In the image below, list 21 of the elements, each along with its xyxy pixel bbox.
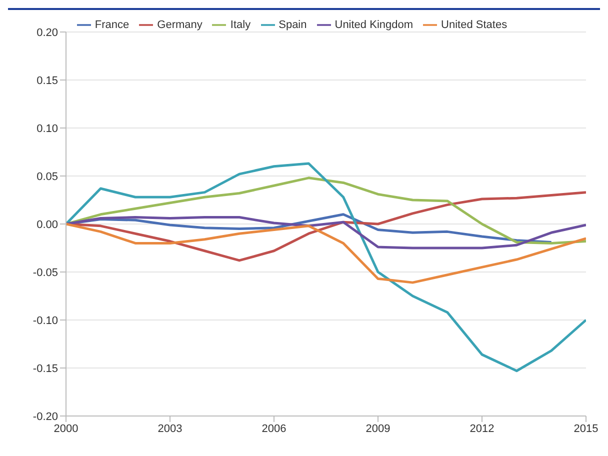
legend-label: Germany <box>157 18 202 31</box>
y-tick-label: 0.00 <box>36 218 58 231</box>
x-tick-label: 2000 <box>54 422 78 435</box>
legend-label: United Kingdom <box>334 18 414 31</box>
x-tick-label: 2012 <box>470 422 494 435</box>
y-tick-label: -0.15 <box>32 362 58 375</box>
legend-label: Spain <box>278 18 307 31</box>
x-tick-label: 2006 <box>262 422 286 435</box>
y-tick-label: -0.05 <box>32 266 58 279</box>
x-tick-label: 2009 <box>366 422 390 435</box>
y-tick-label: -0.10 <box>32 314 58 327</box>
y-tick-label: 0.10 <box>36 122 58 135</box>
x-tick-label: 2003 <box>158 422 182 435</box>
x-tick-label: 2015 <box>574 422 598 435</box>
legend-label: United States <box>441 18 508 31</box>
y-tick-label: -0.20 <box>32 410 58 423</box>
y-tick-label: 0.20 <box>36 26 58 39</box>
legend-label: Italy <box>230 18 251 31</box>
y-tick-label: 0.05 <box>36 170 58 183</box>
y-tick-label: 0.15 <box>36 74 58 87</box>
legend-label: France <box>94 18 130 31</box>
